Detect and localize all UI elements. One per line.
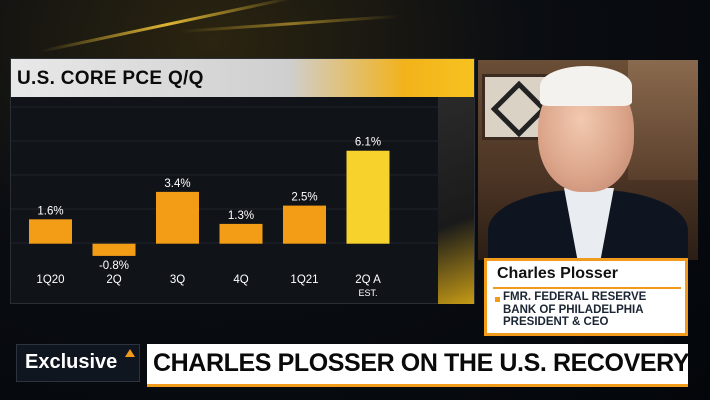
wood-shelf <box>628 60 698 180</box>
chart-title-bar: U.S. CORE PCE Q/Q <box>11 59 474 97</box>
value-label: 1.3% <box>228 210 254 222</box>
triangle-icon <box>125 349 135 357</box>
value-label: -0.8% <box>99 260 129 272</box>
guest-video <box>478 60 698 260</box>
headline-text: CHARLES PLOSSER ON THE U.S. RECOVERY <box>153 349 690 377</box>
chart-bars <box>29 150 390 256</box>
decorative-stripe <box>438 97 474 304</box>
category-label: 3Q <box>170 274 185 286</box>
bar-5 <box>346 150 390 244</box>
chart-labels: 1.6% 1Q20 -0.8% 2Q 3.4% 3Q 1.3% 4Q 2.5% 1Q21 6.1% 2… <box>36 137 381 298</box>
bar-3 <box>219 223 263 244</box>
category-label: 4Q <box>233 274 248 286</box>
value-label: 6.1% <box>355 137 381 149</box>
bullet-icon <box>495 297 500 302</box>
guest-title-line: BANK OF PHILADELPHIA <box>503 303 644 316</box>
category-label: 2Q <box>106 274 121 286</box>
bar-0 <box>29 219 72 244</box>
value-label: 2.5% <box>291 192 317 204</box>
guest-title-line: FMR. FEDERAL RESERVE <box>503 291 647 303</box>
headline-accent-bar <box>147 384 688 387</box>
bar-2 <box>156 191 199 244</box>
category-label: 1Q20 <box>36 274 64 286</box>
chart-panel: U.S. CORE PCE Q/Q 1.6% 1Q20 -0.8% 2Q 3.4% 3Q 1… <box>10 58 475 304</box>
category-sublabel: EST. <box>358 288 377 298</box>
bar-1 <box>92 243 136 256</box>
name-separator <box>493 287 681 289</box>
guest-name: Charles Plosser <box>497 265 618 282</box>
bar-chart: 1.6% 1Q20 -0.8% 2Q 3.4% 3Q 1.3% 4Q 2.5% 1Q21 6.1% 2… <box>11 106 439 298</box>
value-label: 1.6% <box>37 205 63 217</box>
exclusive-badge: Exclusive <box>16 344 140 382</box>
guest-title-line: PRESIDENT & CEO <box>503 316 609 328</box>
value-label: 3.4% <box>164 178 190 190</box>
guest-name-card: Charles Plosser FMR. FEDERAL RESERVE BAN… <box>484 258 688 336</box>
category-label: 1Q21 <box>290 274 318 286</box>
bar-4 <box>283 205 326 244</box>
headline-banner: CHARLES PLOSSER ON THE U.S. RECOVERY <box>147 344 690 384</box>
chart-title: U.S. CORE PCE Q/Q <box>17 68 204 89</box>
guest-title: FMR. FEDERAL RESERVE BANK OF PHILADELPHI… <box>503 291 646 329</box>
category-label: 2Q A <box>355 274 381 286</box>
exclusive-label: Exclusive <box>25 351 118 373</box>
guest-hair <box>540 66 632 106</box>
